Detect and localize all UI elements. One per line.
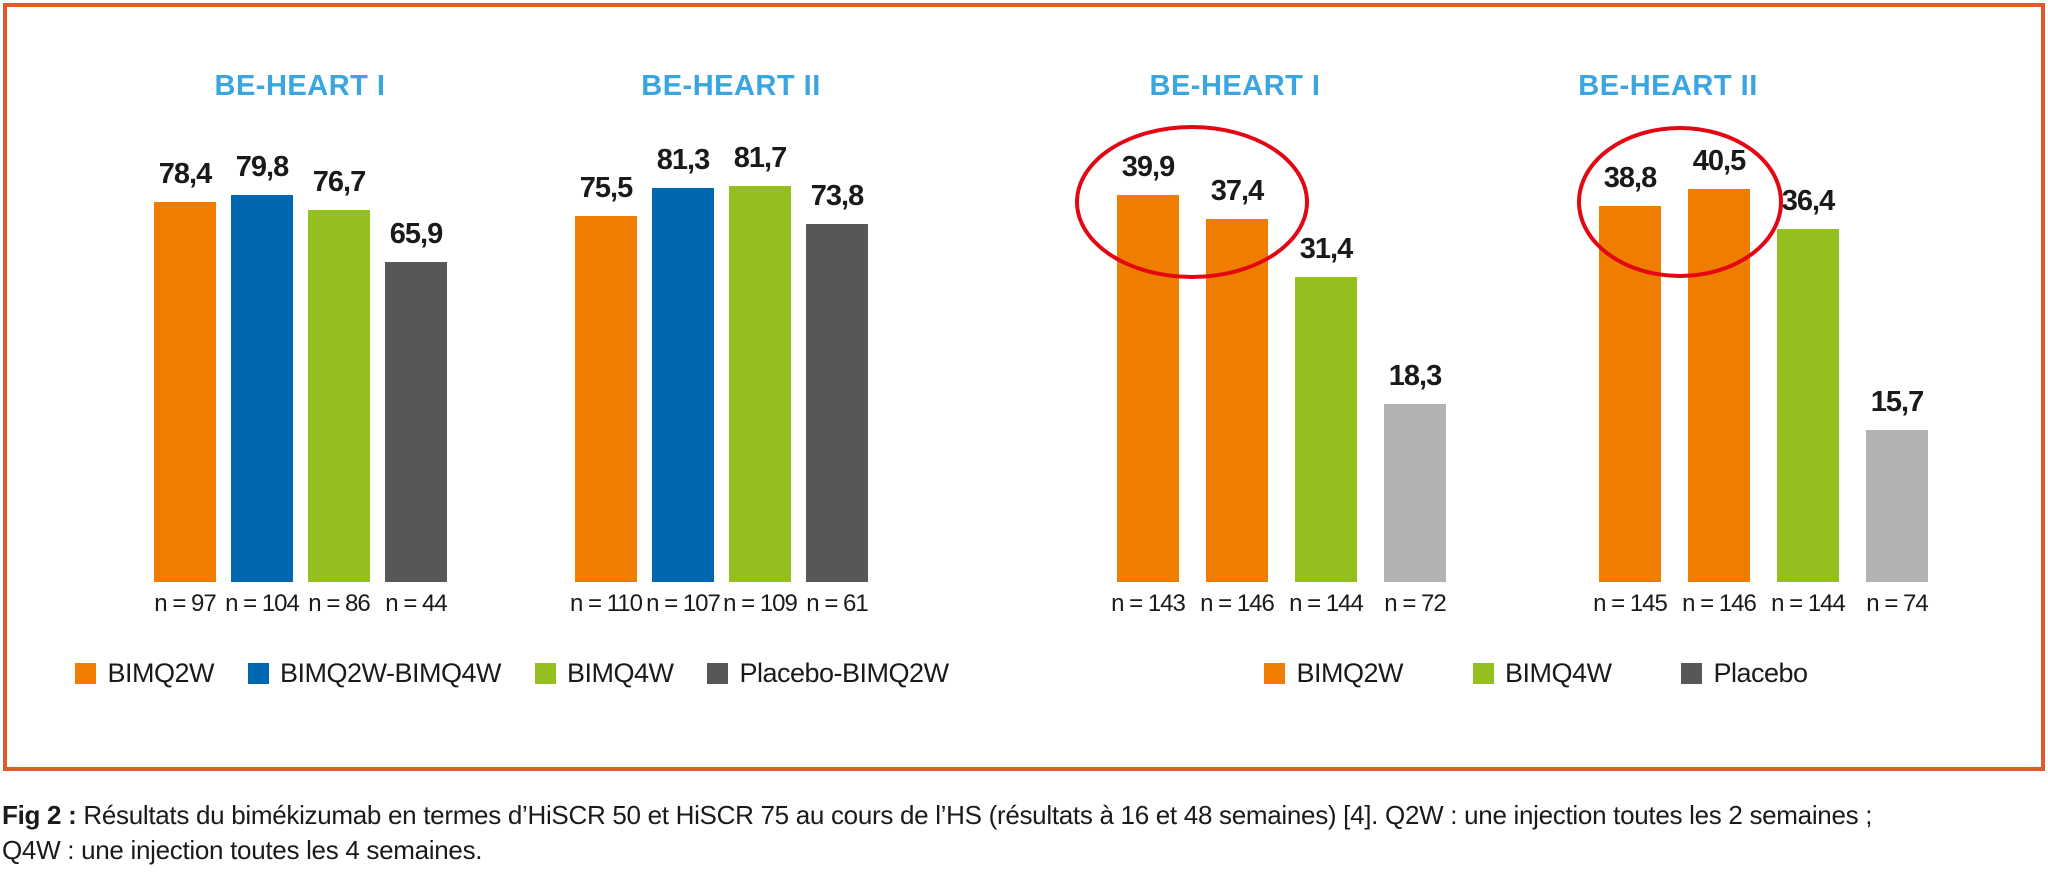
legend-item-bimq4w: BIMQ4W — [1472, 657, 1612, 689]
sample-size-label: n = 146 — [1200, 590, 1275, 617]
figure-caption: Fig 2 : Résultats du bimékizumab en term… — [2, 798, 2046, 868]
chart-title-hiscr50-be-heart-1: BE-HEART I — [214, 70, 386, 102]
bar-placebo-bimq2w — [385, 262, 447, 582]
legend-left: BIMQ2W BIMQ2W-BIMQ4W BIMQ4W Placebo-BIMQ2W — [0, 656, 1024, 690]
bar-bimq2w — [1206, 219, 1268, 582]
legend-item-placebo-bimq2w: Placebo-BIMQ2W — [707, 657, 949, 689]
legend-label: Placebo — [1713, 657, 1808, 688]
caption-line-2: Q4W : une injection toutes les 4 semaine… — [2, 835, 483, 865]
legend-swatch-icon — [1681, 662, 1703, 684]
legend-right: BIMQ2W BIMQ4W Placebo — [1024, 656, 2048, 690]
sample-size-label: n = 86 — [308, 590, 370, 617]
bar-bimq2w-bimq4w — [231, 195, 293, 582]
highlight-ellipse-be-heart-1 — [1075, 125, 1309, 279]
bar-value-label: 81,7 — [733, 142, 787, 174]
bar-value-label: 75,5 — [579, 172, 633, 204]
legend-swatch-icon — [75, 662, 97, 684]
legend-item-bimq4w: BIMQ4W — [534, 657, 674, 689]
bar-bimq4w — [308, 210, 370, 582]
legend-label: BIMQ4W — [1504, 657, 1612, 688]
legend-label: BIMQ4W — [566, 657, 674, 688]
bar-value-label: 31,4 — [1299, 233, 1353, 265]
chart-title-hiscr75-be-heart-2: BE-HEART II — [1578, 70, 1758, 102]
bar-value-label: 36,4 — [1781, 185, 1835, 217]
sample-size-label: n = 143 — [1111, 590, 1186, 617]
bar-bimq4w — [1295, 277, 1357, 582]
legend-item-bimq2w: BIMQ2W — [75, 658, 214, 689]
sample-size-label: n = 145 — [1593, 590, 1668, 617]
bar-placebo — [1384, 404, 1446, 582]
sample-size-label: n = 144 — [1289, 590, 1364, 617]
bar-value-label: 73,8 — [810, 180, 864, 212]
bar-bimq2w — [575, 216, 637, 582]
sample-size-label: n = 110 — [570, 590, 643, 617]
legend-item-bimq2w: BIMQ2W — [1264, 658, 1403, 689]
bar-value-label: 81,3 — [656, 144, 710, 176]
legend-swatch-icon — [247, 662, 269, 684]
sample-size-label: n = 97 — [154, 590, 216, 617]
bar-value-label: 18,3 — [1388, 360, 1442, 392]
legend-label: Placebo-BIMQ2W — [739, 657, 949, 688]
sample-size-label: n = 146 — [1682, 590, 1757, 617]
bar-placebo — [1866, 430, 1928, 582]
caption-line-1: Résultats du bimékizumab en termes d’HiS… — [76, 800, 1873, 830]
sample-size-label: n = 61 — [806, 590, 868, 617]
legend-item-bimq2w-bimq4w: BIMQ2W-BIMQ4W — [247, 657, 502, 689]
legend-label: BIMQ2W — [107, 657, 214, 688]
chart-title-hiscr75-be-heart-1: BE-HEART I — [1149, 70, 1321, 102]
legend-swatch-icon — [707, 662, 729, 684]
bar-value-label: 15,7 — [1870, 386, 1924, 418]
sample-size-label: n = 44 — [385, 590, 447, 617]
bar-value-label: 65,9 — [389, 218, 443, 250]
legend-swatch-icon — [534, 662, 556, 684]
chart-title-hiscr50-be-heart-2: BE-HEART II — [641, 70, 821, 102]
sample-size-label: n = 72 — [1384, 590, 1446, 617]
bar-placebo-bimq2w — [806, 224, 868, 582]
legend-label: BIMQ2W — [1296, 657, 1403, 688]
bar-bimq4w — [1777, 229, 1839, 582]
sample-size-label: n = 109 — [723, 590, 798, 617]
bar-bimq2w — [154, 202, 216, 582]
sample-size-label: n = 74 — [1866, 590, 1928, 617]
bar-value-label: 76,7 — [312, 166, 366, 198]
highlight-ellipse-be-heart-2 — [1577, 126, 1783, 278]
bar-value-label: 78,4 — [158, 158, 212, 190]
legend-label: BIMQ2W-BIMQ4W — [279, 657, 502, 688]
caption-figure-label: Fig 2 : — [2, 800, 77, 830]
bar-value-label: 79,8 — [235, 151, 289, 183]
legend-swatch-icon — [1472, 662, 1494, 684]
sample-size-label: n = 107 — [646, 590, 721, 617]
bar-bimq4w — [729, 186, 791, 582]
legend-item-placebo: Placebo — [1681, 657, 1808, 689]
sample-size-label: n = 104 — [225, 590, 300, 617]
sample-size-label: n = 144 — [1771, 590, 1846, 617]
bar-bimq2w-bimq4w — [652, 188, 714, 582]
legend-swatch-icon — [1264, 662, 1286, 684]
